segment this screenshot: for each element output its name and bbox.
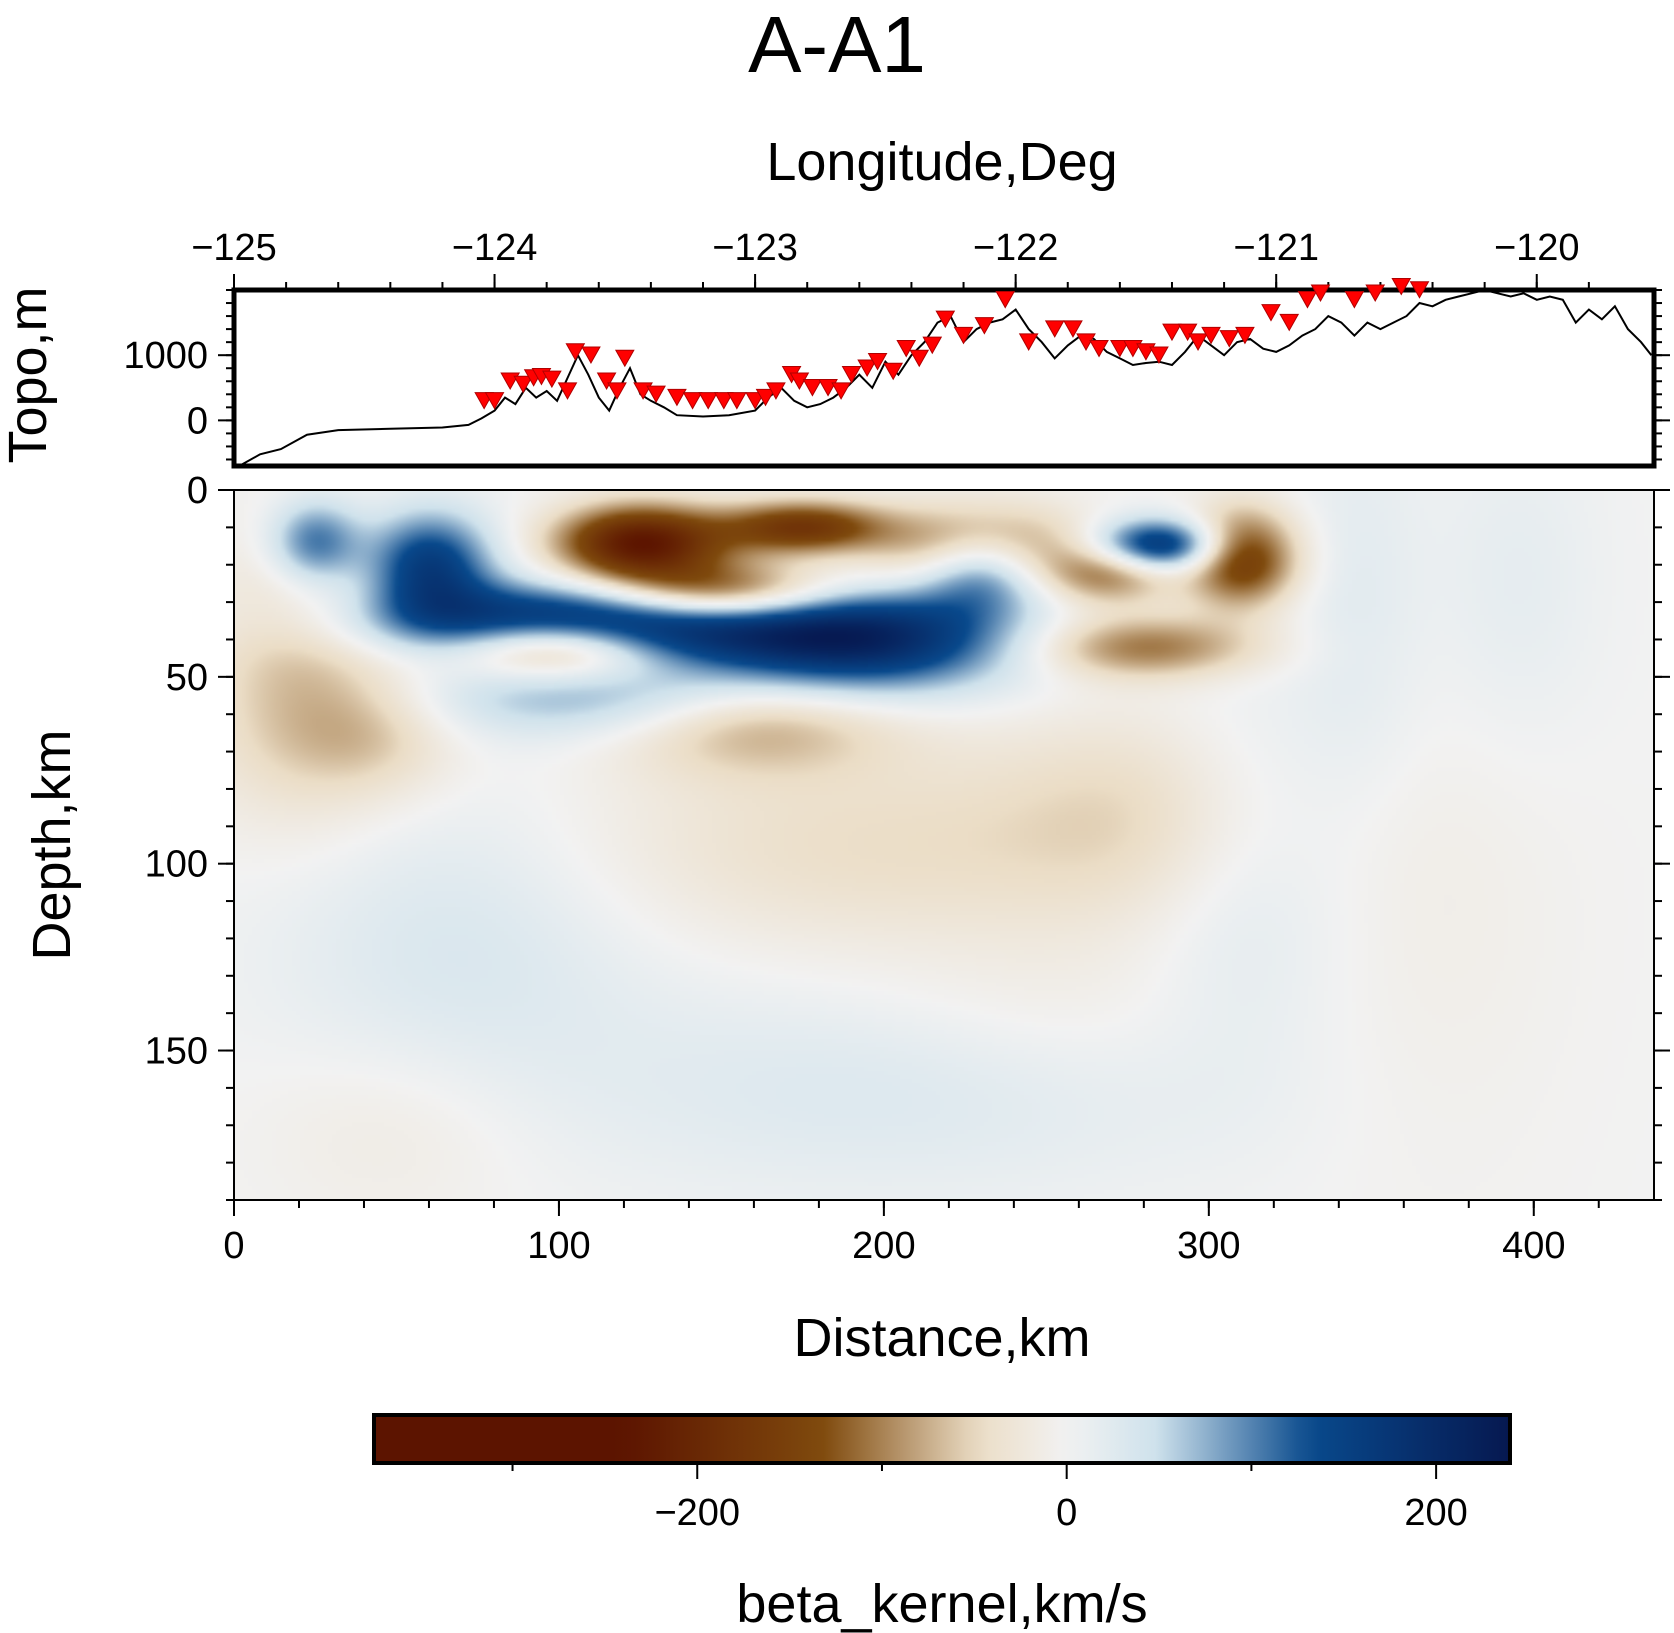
colorbar-tick-label: −200: [654, 1492, 740, 1534]
cross-section-panel: 0 100 200 300 400 0 50 100 150 Distance,km Dept…: [22, 470, 1670, 1368]
station-marker: [857, 359, 877, 378]
longitude-tick-label: −125: [191, 227, 277, 269]
longitude-ticks: −125 −124 −123 −122 −121 −120: [191, 227, 1590, 290]
station-marker: [1261, 304, 1281, 322]
colorbar-gradient: [372, 1413, 1512, 1465]
station-marker: [727, 392, 747, 410]
station-marker: [1391, 278, 1412, 296]
station-marker: [995, 291, 1016, 309]
station-marker: [581, 346, 601, 364]
depth-ticks: 0 50 100 150: [145, 470, 1670, 1201]
station-marker: [1149, 346, 1169, 364]
station-marker: [513, 375, 534, 394]
station-marker: [1409, 281, 1430, 299]
station-marker: [1344, 291, 1365, 309]
topography-line: [238, 288, 1653, 467]
station-marker: [1235, 326, 1255, 345]
station-marker: [909, 349, 930, 368]
station-marker: [935, 310, 956, 329]
station-marker: [841, 366, 862, 384]
depth-tick-label: 50: [166, 657, 208, 699]
topo-tick-label: 0: [187, 400, 208, 442]
depth-tick-label: 150: [145, 1031, 208, 1073]
station-marker: [1310, 284, 1331, 303]
distance-tick-label: 0: [223, 1225, 244, 1267]
station-marker: [607, 382, 627, 400]
cross-section-frame: [233, 489, 1655, 1201]
topo-ticks: 0 1000: [123, 289, 1670, 461]
longitude-tick-label: −122: [973, 227, 1059, 269]
station-marker: [698, 392, 719, 410]
kernel-heatmap-image: [234, 490, 1654, 1200]
top-x-axis-label: Longitude,Deg: [766, 132, 1117, 192]
distance-tick-label: 200: [852, 1225, 915, 1267]
station-marker: [596, 372, 617, 391]
station-marker: [484, 392, 505, 410]
station-marker: [896, 339, 917, 358]
longitude-tick-label: −124: [452, 227, 538, 269]
station-marker: [1044, 320, 1065, 338]
colorbar-ticks: −200 0 200: [511, 1463, 1468, 1534]
station-marker: [1279, 313, 1300, 332]
depth-y-axis-label: Depth,km: [22, 729, 82, 960]
station-marker: [974, 317, 995, 335]
station-marker: [1188, 333, 1208, 351]
station-marker: [1018, 333, 1039, 351]
seismic-stations: [474, 278, 1430, 410]
topo-frame: [231, 287, 1657, 469]
station-marker: [1201, 326, 1221, 345]
station-marker: [646, 385, 666, 404]
topography-panel: Longitude,Deg Topo,m −125 −124 −123 −122 −12…: [0, 132, 1670, 469]
station-marker: [557, 382, 578, 400]
depth-tick-label: 0: [187, 470, 208, 512]
station-marker: [883, 362, 904, 381]
colorbar-tick-label: 200: [1404, 1492, 1467, 1534]
station-marker: [682, 392, 703, 410]
colorbar-tick-label: 0: [1056, 1492, 1077, 1534]
depth-tick-label: 100: [145, 844, 208, 886]
topo-y-axis-label: Topo,m: [0, 286, 58, 463]
station-marker: [614, 349, 635, 368]
station-marker: [1063, 320, 1083, 338]
station-marker: [1297, 291, 1318, 309]
longitude-tick-label: −123: [712, 227, 798, 269]
station-marker: [745, 392, 765, 410]
distance-tick-label: 400: [1502, 1225, 1565, 1267]
figure-title: A-A1: [748, 0, 926, 89]
station-marker: [542, 370, 562, 389]
longitude-tick-label: −121: [1233, 227, 1319, 269]
station-marker: [867, 352, 888, 371]
distance-tick-label: 300: [1177, 1225, 1240, 1267]
topo-tick-label: 1000: [123, 335, 208, 377]
station-marker: [922, 336, 943, 355]
station-marker: [1365, 284, 1386, 303]
station-marker: [1110, 339, 1130, 358]
colorbar-label: beta_kernel,km/s: [736, 1574, 1147, 1633]
kernel-heatmap: [234, 490, 1654, 1200]
station-marker: [802, 379, 823, 397]
station-marker: [953, 326, 974, 345]
bottom-x-axis-label: Distance,km: [793, 1308, 1090, 1368]
colorbar: −200 0 200 beta_kernel,km/s: [372, 1413, 1512, 1633]
longitude-tick-label: −120: [1494, 227, 1580, 269]
station-marker: [1089, 339, 1109, 358]
station-marker: [1162, 323, 1182, 342]
distance-tick-label: 100: [527, 1225, 590, 1267]
station-marker: [713, 392, 734, 410]
topo-axes: [231, 287, 1657, 469]
station-marker: [831, 382, 851, 400]
station-marker: [1177, 323, 1198, 342]
distance-ticks: 0 100 200 300 400: [223, 1200, 1600, 1267]
station-marker: [565, 343, 586, 361]
station-marker: [667, 388, 687, 407]
station-marker: [755, 388, 776, 407]
station-marker: [766, 382, 786, 400]
station-marker: [1219, 330, 1240, 348]
